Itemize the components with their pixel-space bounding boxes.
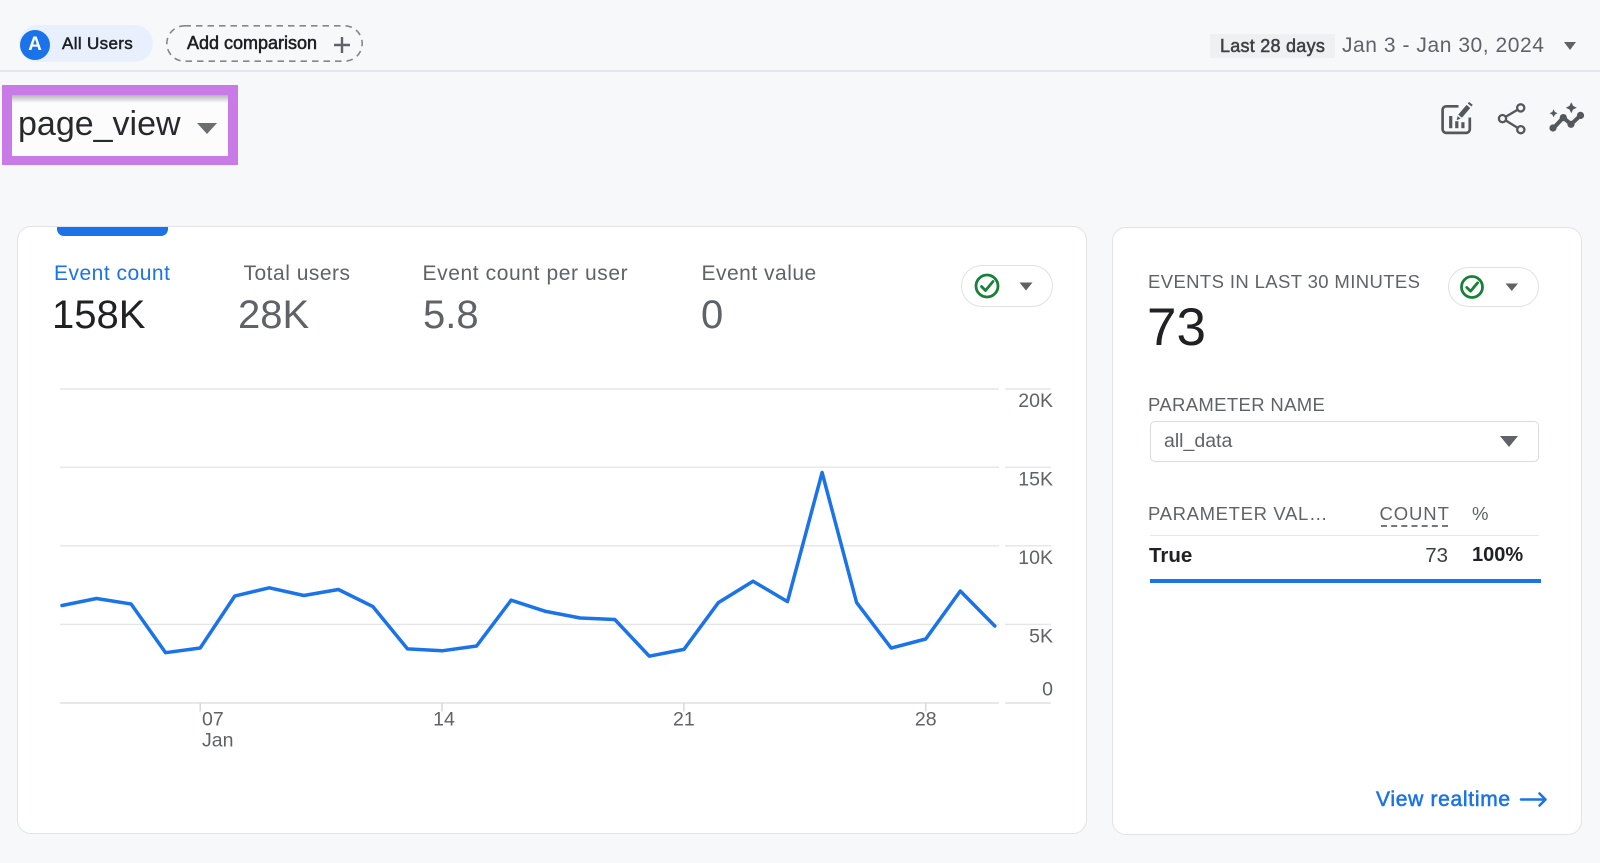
svg-text:28: 28: [915, 709, 937, 731]
svg-text:15K: 15K: [1018, 469, 1053, 491]
svg-text:10K: 10K: [1018, 547, 1053, 569]
svg-text:07: 07: [202, 709, 224, 731]
svg-text:21: 21: [673, 709, 695, 731]
svg-text:0: 0: [1042, 679, 1053, 701]
svg-text:Jan: Jan: [202, 730, 233, 752]
svg-text:14: 14: [433, 709, 455, 731]
svg-text:20K: 20K: [1018, 390, 1053, 412]
svg-text:5K: 5K: [1029, 626, 1053, 648]
